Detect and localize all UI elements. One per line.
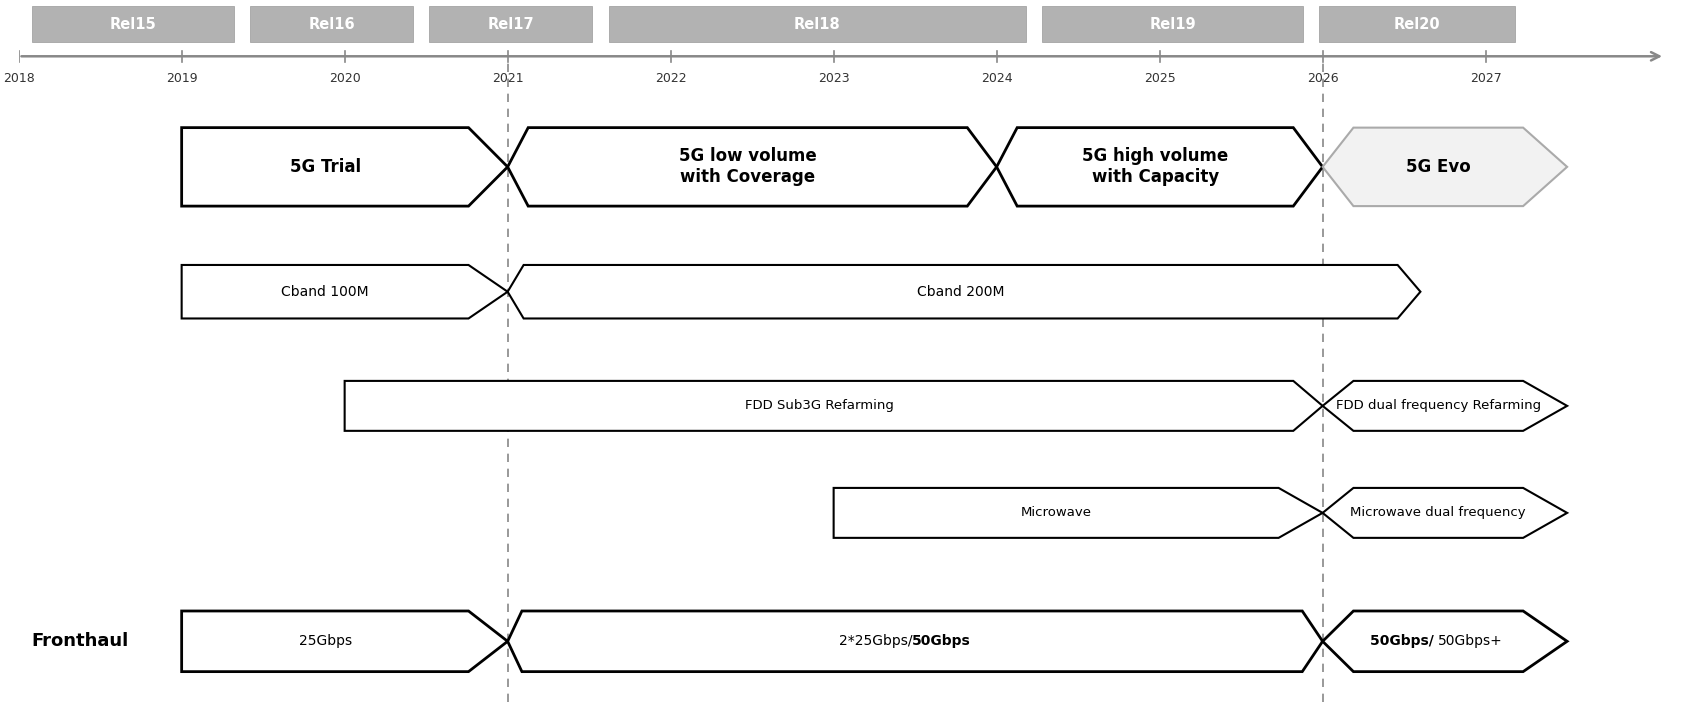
- Polygon shape: [182, 611, 507, 672]
- Polygon shape: [345, 381, 1322, 431]
- Text: 2*25Gbps/: 2*25Gbps/: [839, 634, 913, 649]
- Text: 2018: 2018: [3, 72, 35, 85]
- Bar: [32, 6, 234, 42]
- Text: 2026: 2026: [1307, 72, 1339, 85]
- Text: Microwave dual frequency: Microwave dual frequency: [1351, 506, 1526, 519]
- Text: 2027: 2027: [1470, 72, 1502, 85]
- Text: Rel15: Rel15: [109, 17, 157, 32]
- Polygon shape: [507, 128, 997, 206]
- Text: 2024: 2024: [980, 72, 1012, 85]
- Bar: [251, 6, 413, 42]
- Polygon shape: [1322, 381, 1568, 431]
- Text: Cband 100M: Cband 100M: [281, 285, 369, 298]
- Polygon shape: [507, 611, 1322, 672]
- Polygon shape: [834, 488, 1322, 538]
- Polygon shape: [1322, 611, 1568, 672]
- Text: Fronthaul: Fronthaul: [32, 632, 130, 650]
- Bar: [1319, 6, 1516, 42]
- Text: 5G low volume
with Coverage: 5G low volume with Coverage: [679, 147, 817, 186]
- Text: Rel19: Rel19: [1150, 17, 1196, 32]
- Bar: [1042, 6, 1303, 42]
- Text: 50Gbps: 50Gbps: [913, 634, 972, 649]
- Polygon shape: [182, 128, 507, 206]
- Polygon shape: [1322, 128, 1568, 206]
- Text: Rel16: Rel16: [308, 17, 355, 32]
- Text: Microwave: Microwave: [1021, 506, 1091, 519]
- Text: 5G high volume
with Capacity: 5G high volume with Capacity: [1083, 147, 1228, 186]
- Polygon shape: [1322, 488, 1568, 538]
- Text: 2021: 2021: [492, 72, 524, 85]
- Text: FDD Sub3G Refarming: FDD Sub3G Refarming: [744, 399, 894, 413]
- Text: 5G Trial: 5G Trial: [290, 158, 360, 176]
- Text: FDD dual frequency Refarming: FDD dual frequency Refarming: [1335, 399, 1541, 413]
- Bar: [429, 6, 593, 42]
- Text: Rel20: Rel20: [1394, 17, 1440, 32]
- Text: 25Gbps: 25Gbps: [298, 634, 352, 649]
- Bar: [608, 6, 1026, 42]
- Text: Rel18: Rel18: [793, 17, 840, 32]
- Text: 2020: 2020: [328, 72, 360, 85]
- Text: 2022: 2022: [655, 72, 687, 85]
- Text: Rel17: Rel17: [488, 17, 534, 32]
- Polygon shape: [182, 265, 507, 319]
- Text: 50Gbps/: 50Gbps/: [1369, 634, 1438, 649]
- Polygon shape: [997, 128, 1322, 206]
- Text: 5G Evo: 5G Evo: [1406, 158, 1470, 176]
- Text: 2023: 2023: [818, 72, 849, 85]
- Polygon shape: [507, 265, 1420, 319]
- Text: 50Gbps+: 50Gbps+: [1438, 634, 1504, 649]
- Text: 2025: 2025: [1143, 72, 1175, 85]
- Text: Cband 200M: Cband 200M: [916, 285, 1004, 298]
- Text: 2019: 2019: [165, 72, 197, 85]
